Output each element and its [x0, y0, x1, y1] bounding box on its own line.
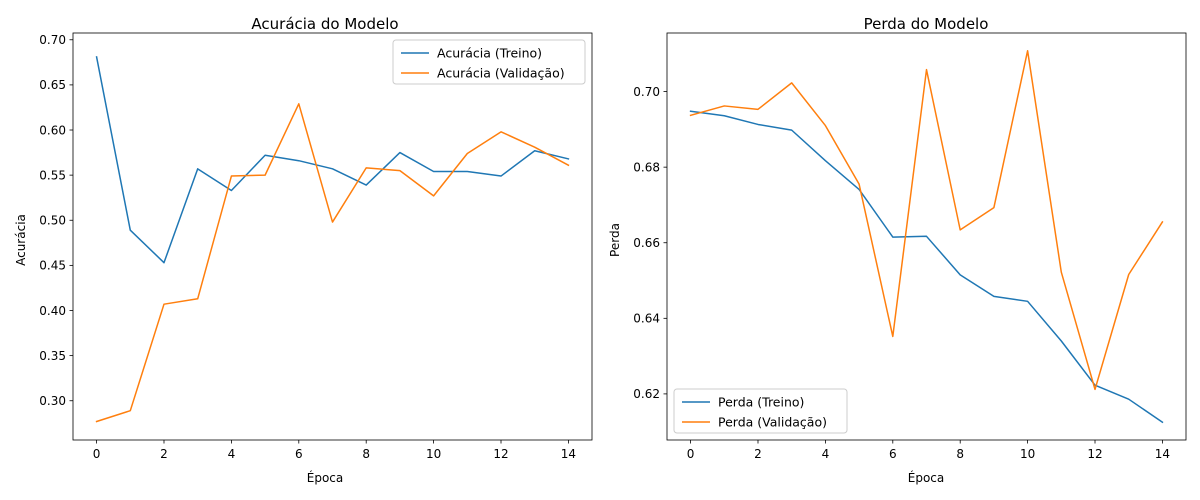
y-axis-label: Perda	[608, 223, 622, 257]
legend-label-1: Perda (Validação)	[718, 415, 827, 430]
y-tick-label: 0.55	[39, 168, 66, 182]
x-tick-label: 2	[160, 447, 168, 461]
x-tick-label: 8	[362, 447, 370, 461]
x-tick-label: 0	[93, 447, 101, 461]
x-tick-label: 14	[1155, 447, 1170, 461]
plot-frame	[72, 32, 593, 441]
y-tick-label: 0.35	[39, 349, 66, 363]
x-tick-label: 6	[295, 447, 303, 461]
x-tick-label: 14	[561, 447, 576, 461]
chart-title: Perda do Modelo	[864, 15, 989, 33]
x-tick-label: 6	[889, 447, 897, 461]
series-line-1	[95, 103, 570, 423]
legend: Perda (Treino) Perda (Validação)	[673, 388, 848, 434]
legend-box	[392, 39, 586, 85]
x-tick-label: 4	[822, 447, 830, 461]
y-axis-label: Acurácia	[14, 214, 28, 266]
series-line-0	[689, 110, 1164, 424]
y-tick-label: 0.70	[633, 85, 660, 99]
plot-frame	[666, 32, 1187, 441]
x-axis-label: Época	[908, 470, 945, 485]
legend: Acurácia (Treino) Acurácia (Validação)	[392, 39, 586, 85]
y-tick-label: 0.30	[39, 394, 66, 408]
y-tick-label: 0.68	[633, 160, 660, 174]
x-tick-label: 0	[687, 447, 695, 461]
x-tick-label: 12	[1087, 447, 1102, 461]
x-tick-label: 10	[426, 447, 441, 461]
chart-title: Acurácia do Modelo	[251, 15, 398, 33]
y-tick-label: 0.62	[633, 387, 660, 401]
legend-label-0: Acurácia (Treino)	[437, 46, 542, 61]
x-tick-label: 8	[956, 447, 964, 461]
x-axis-label: Época	[307, 470, 344, 485]
x-tick-label: 2	[754, 447, 762, 461]
series-line-1	[689, 50, 1164, 391]
legend-label-0: Perda (Treino)	[718, 395, 804, 410]
y-tick-label: 0.40	[39, 304, 66, 318]
legend-label-1: Acurácia (Validação)	[437, 66, 565, 81]
x-tick-label: 4	[228, 447, 236, 461]
y-tick-label: 0.50	[39, 214, 66, 228]
loss-chart: Perda do Modelo Época Perda 0 2 4 6 8 10 12 14 0…	[608, 15, 1187, 485]
x-tick-label: 12	[493, 447, 508, 461]
series-line-0	[95, 56, 570, 264]
y-tick-label: 0.65	[39, 78, 66, 92]
x-tick-label: 10	[1020, 447, 1035, 461]
y-tick-label: 0.45	[39, 259, 66, 273]
y-tick-label: 0.60	[39, 123, 66, 137]
accuracy-chart: Acurácia do Modelo Época Acurácia 0 2 4 6 8 1…	[14, 15, 593, 485]
y-tick-label: 0.64	[633, 312, 660, 326]
legend-box	[673, 388, 848, 434]
y-tick-label: 0.70	[39, 33, 66, 47]
y-tick-label: 0.66	[633, 236, 660, 250]
